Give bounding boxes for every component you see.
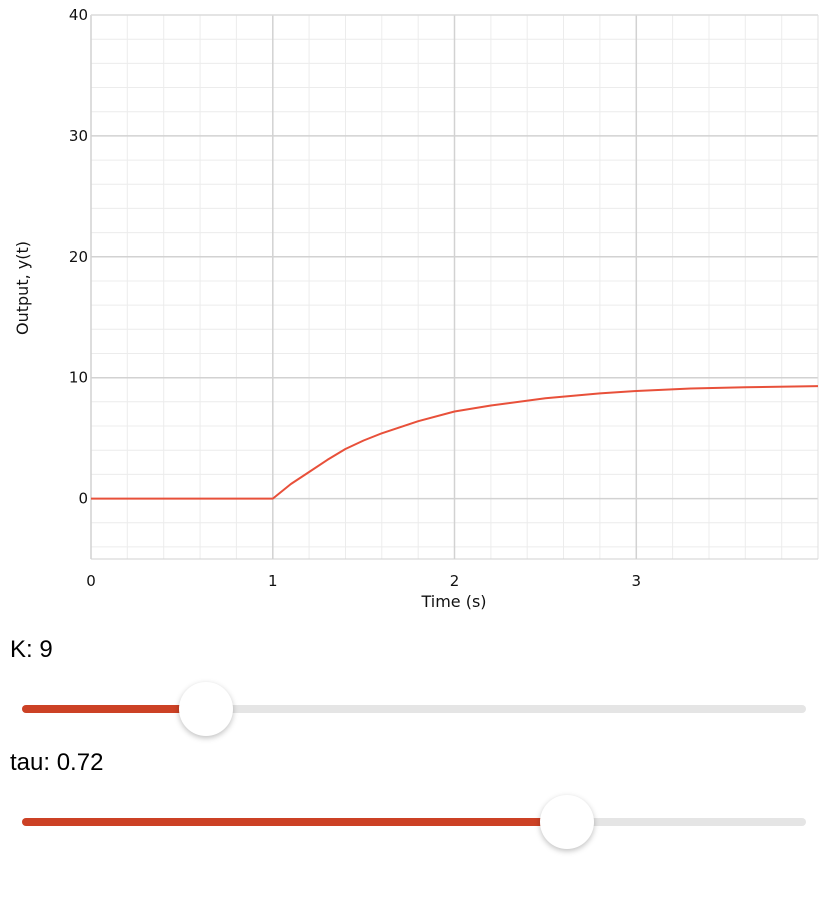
x-axis-label: Time (s) — [420, 592, 486, 611]
series-layer — [91, 385, 819, 500]
y-tick-label: 0 — [78, 490, 88, 508]
k-slider[interactable] — [0, 679, 829, 739]
y-tick-label: 20 — [69, 248, 88, 266]
k-slider-thumb[interactable] — [179, 682, 234, 736]
y-axis-label: Output, y(t) — [13, 241, 32, 335]
grid-major — [90, 14, 819, 560]
x-tick-label: 3 — [632, 572, 642, 590]
y-axis-ticks: 0 10 20 30 40 — [69, 6, 88, 508]
tau-slider[interactable] — [0, 792, 829, 852]
x-tick-label: 1 — [268, 572, 278, 590]
tau-slider-fill — [22, 818, 567, 826]
y-tick-label: 30 — [69, 127, 88, 145]
y-tick-label: 10 — [69, 369, 88, 387]
k-slider-fill — [22, 705, 207, 713]
series-line — [91, 385, 819, 500]
step-response-chart: 0 1 2 3 0 10 20 30 40 Time (s) Output, y(t) — [13, 6, 819, 611]
k-slider-track[interactable] — [22, 705, 806, 713]
x-tick-label: 2 — [450, 572, 460, 590]
y-tick-label: 40 — [69, 6, 88, 24]
x-axis-ticks: 0 1 2 3 — [86, 572, 641, 590]
k-label: K: 9 — [10, 636, 53, 663]
tau-slider-thumb[interactable] — [539, 795, 594, 849]
tau-label: tau: 0.72 — [10, 749, 104, 776]
x-tick-label: 0 — [86, 572, 96, 590]
